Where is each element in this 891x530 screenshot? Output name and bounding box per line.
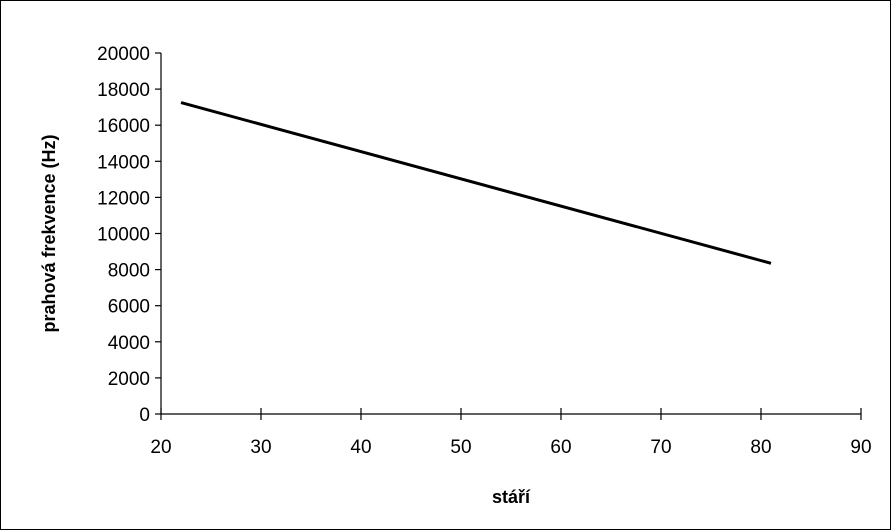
x-tick-label: 50	[450, 437, 471, 458]
x-tick-label: 30	[250, 437, 271, 458]
y-tick-label: 14000	[97, 152, 150, 173]
y-tick-label: 8000	[108, 261, 150, 282]
y-tick-label: 10000	[97, 225, 150, 246]
x-tick-label: 70	[650, 437, 671, 458]
x-tick-label: 40	[350, 437, 371, 458]
y-axis-title: prahová frekvence (Hz)	[39, 134, 59, 332]
y-tick-label: 6000	[108, 297, 150, 318]
x-tick-label: 60	[550, 437, 571, 458]
y-tick-label: 2000	[108, 369, 150, 390]
y-tick-label: 0	[139, 405, 150, 426]
y-tick-label: 16000	[97, 116, 150, 137]
x-tick-label: 90	[850, 437, 871, 458]
x-axis-title: stáří	[492, 487, 531, 507]
x-tick-label: 20	[150, 437, 171, 458]
y-tick-label: 4000	[108, 333, 150, 354]
y-tick-label: 12000	[97, 188, 150, 209]
y-tick-label: 20000	[97, 44, 150, 65]
series-line	[180, 101, 772, 265]
y-tick-label: 18000	[97, 80, 150, 101]
x-tick-label: 80	[750, 437, 771, 458]
